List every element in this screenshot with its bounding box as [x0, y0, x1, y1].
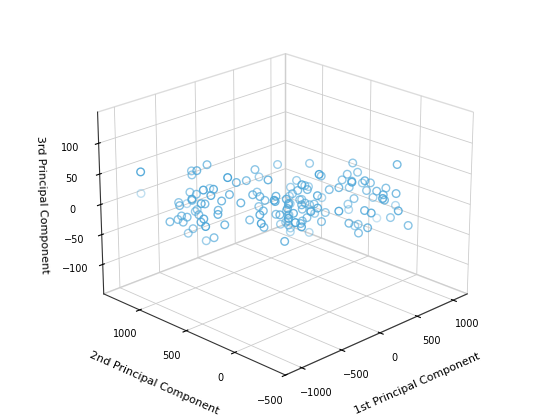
X-axis label: 1st Principal Component: 1st Principal Component — [353, 351, 482, 416]
Y-axis label: 2nd Principal Component: 2nd Principal Component — [87, 350, 220, 417]
